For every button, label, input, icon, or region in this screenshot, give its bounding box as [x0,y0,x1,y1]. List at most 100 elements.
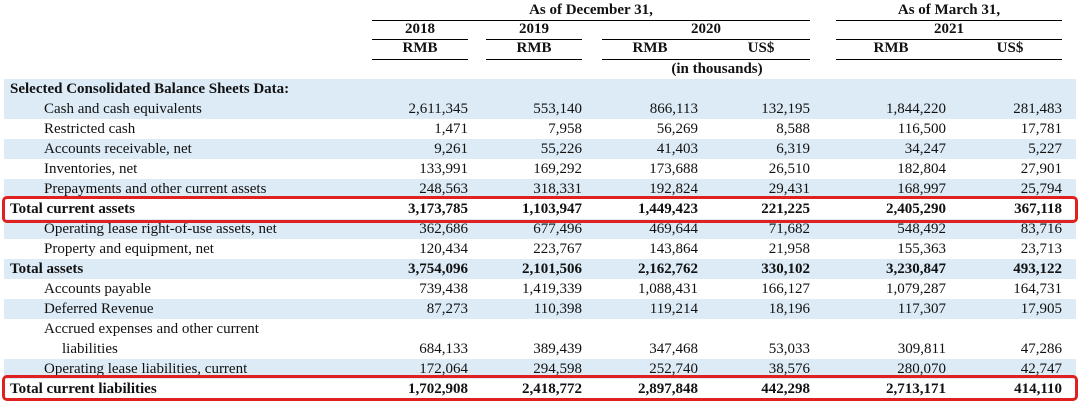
row-value: 26,510 [768,161,810,177]
header-group-december: As of December 31, [529,2,653,18]
row-value: 389,439 [533,341,582,357]
row-value: 168,997 [897,181,946,197]
table-row: Operating lease right-of-use assets, net… [4,219,1076,239]
row-label: Property and equipment, net [44,241,214,257]
table-row: Accounts payable 739,438 1,419,339 1,088,43… [4,279,1076,299]
row-value: 164,731 [1013,281,1062,297]
row-value: 347,468 [649,341,698,357]
year-2018: 2018 [405,21,435,37]
row-value: 1,702,908 [408,381,468,397]
year-2020: 2020 [691,21,721,37]
table-row: Restricted cash 1,471 7,958 56,269 8,588 116,… [4,119,1076,139]
row-value: 38,576 [768,361,810,377]
row-value: 42,747 [1020,361,1062,377]
currency-2020-rule [602,59,810,60]
row-value: 553,140 [533,101,582,117]
row-value: 677,496 [533,221,582,237]
currency-2020-usd: US$ [747,40,775,56]
row-value: 143,864 [649,241,698,257]
row-value: 684,133 [419,341,468,357]
highlight-total-current-liabilities [2,375,1078,401]
table-row: Accrued expenses and other current liabil… [4,319,1076,359]
units-note: (in thousands) [671,61,763,77]
row-value: 17,905 [1020,301,1062,317]
row-value: 281,483 [1013,101,1062,117]
table-row: Deferred Revenue 87,273 110,398 119,214 18,1… [4,299,1076,319]
row-value: 133,991 [419,161,468,177]
row-value: 182,804 [897,161,946,177]
row-value: 2,897,848 [638,381,698,397]
header-rule-december [372,20,810,21]
table-row: Accounts receivable, net 9,261 55,226 41,40… [4,139,1076,159]
row-value: 1,471 [434,121,468,137]
row-value: 469,644 [649,221,698,237]
row-value: 223,767 [533,241,582,257]
row-value: 6,319 [776,141,810,157]
currency-2020-rmb: RMB [632,40,668,56]
row-value: 9,261 [434,141,468,157]
row-value: 8,588 [776,121,810,137]
row-value: 318,331 [533,181,582,197]
row-value: 248,563 [419,181,468,197]
currency-2019-rule [486,59,582,60]
row-value: 71,682 [768,221,810,237]
row-value: 87,273 [426,301,468,317]
row-label: Accounts receivable, net [44,141,192,157]
row-value: 1,844,220 [886,101,946,117]
row-value: 17,781 [1020,121,1062,137]
row-value: 132,195 [761,101,810,117]
row-value: 1,419,339 [522,281,582,297]
row-label: Total assets [10,261,84,277]
row-label: Inventories, net [44,161,138,177]
table-row: Total current liabilities 1,702,908 2,418,… [4,379,1076,399]
table-row: Property and equipment, net 120,434 223,76… [4,239,1076,259]
row-label: Accrued expenses and other current [44,321,259,337]
table-row: Total current assets 3,173,785 1,103,947 1,… [4,199,1076,219]
row-value: 166,127 [761,281,810,297]
row-value: 221,225 [761,201,810,217]
year-2020-rule [602,39,810,40]
row-label: Prepayments and other current assets [44,181,267,197]
row-value: 2,101,506 [522,261,582,277]
table-row: Inventories, net 133,991 169,292 173,688 26,… [4,159,1076,179]
row-value: 367,118 [1014,201,1062,217]
header-group-march: As of March 31, [897,2,1001,18]
row-value: 330,102 [761,261,810,277]
row-value: 110,398 [533,301,582,317]
row-value: 493,122 [1013,261,1062,277]
row-value: 3,230,847 [886,261,946,277]
row-value: 172,064 [419,361,468,377]
row-value: 2,405,290 [886,201,946,217]
row-value: 155,363 [897,241,946,257]
row-label: Operating lease right-of-use assets, net [44,221,277,237]
currency-2019: RMB [516,40,552,56]
table-row: Operating lease liabilities, current 172,… [4,359,1076,379]
year-2021: 2021 [934,21,964,37]
currency-2021-usd: US$ [996,40,1024,56]
row-label: Restricted cash [44,121,136,137]
year-2018-rule [372,39,468,40]
row-value: 3,754,096 [408,261,468,277]
row-value: 2,713,171 [886,381,946,397]
row-value: 192,824 [649,181,698,197]
row-value: 18,196 [768,301,810,317]
row-value: 169,292 [533,161,582,177]
row-value: 25,794 [1020,181,1062,197]
row-value: 21,958 [768,241,810,257]
row-label: Deferred Revenue [44,301,154,317]
section-title: Selected Consolidated Balance Sheets Dat… [10,81,290,97]
row-value: 280,070 [897,361,946,377]
currency-2018: RMB [402,40,438,56]
row-label: Total current assets [10,201,135,217]
row-value: 442,298 [761,381,810,397]
row-value: 2,418,772 [522,381,582,397]
row-value: 7,958 [548,121,582,137]
row-value: 173,688 [649,161,698,177]
row-value: 362,686 [419,221,468,237]
row-value: 2,162,762 [638,261,698,277]
row-value: 47,286 [1020,341,1062,357]
row-value: 41,403 [656,141,698,157]
row-value: 56,269 [656,121,698,137]
row-value: 27,901 [1020,161,1062,177]
row-value: 3,173,785 [408,201,468,217]
